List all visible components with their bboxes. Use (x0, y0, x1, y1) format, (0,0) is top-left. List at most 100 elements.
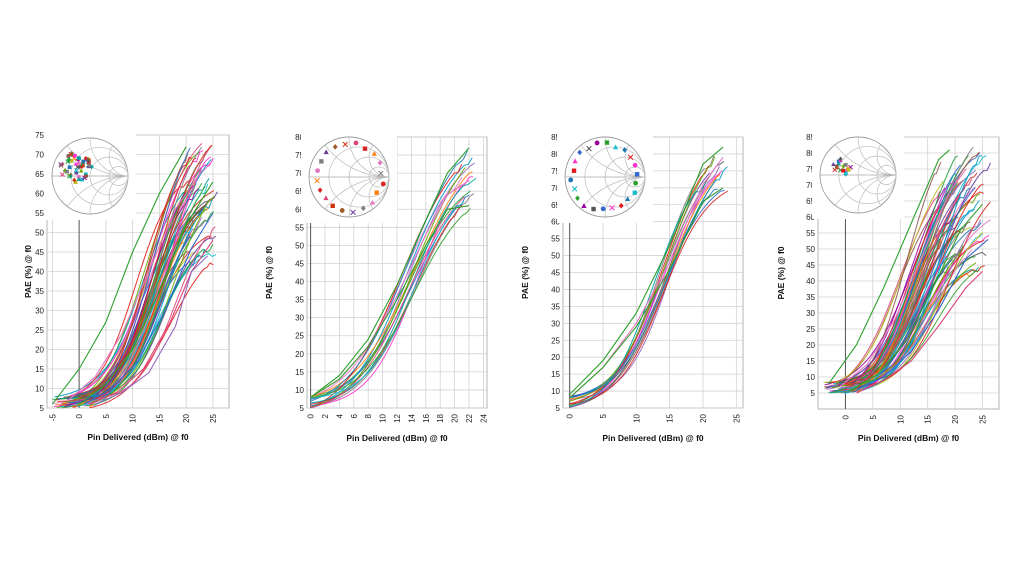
y-tick-label: 10 (806, 373, 815, 382)
smith-reactance-arc (876, 174, 896, 213)
y-tick-label: 45 (806, 261, 815, 270)
series-line (856, 238, 989, 391)
load-point-marker (323, 149, 329, 155)
load-point-marker (571, 168, 577, 173)
load-point-marker (319, 159, 324, 164)
y-tick-label: 65 (35, 170, 44, 179)
series-line (81, 250, 188, 397)
load-point-marker (622, 147, 628, 153)
load-point-marker (83, 156, 88, 161)
y-tick-label: 55 (35, 209, 44, 218)
y-tick-label: 55 (295, 223, 304, 232)
y-tick-label: 80 (806, 149, 815, 158)
x-tick-label: 5 (869, 414, 878, 419)
x-tick-label: 20 (951, 414, 960, 423)
y-tick-label: 55 (806, 229, 815, 238)
y-tick-label: 85 (806, 133, 815, 142)
load-point-marker (633, 180, 638, 186)
x-axis-label: Pin Delivered (dBm) @ f0 (346, 433, 448, 443)
y-tick-label: 55 (551, 235, 560, 244)
load-point-marker (77, 163, 82, 169)
load-point-marker (59, 172, 65, 177)
series-line (843, 181, 959, 385)
series-line (858, 251, 961, 386)
y-tick-label: 15 (551, 370, 560, 379)
y-tick-label: 30 (806, 309, 815, 318)
y-tick-label: 50 (295, 241, 304, 250)
y-axis-label: PAE (%) @ f0 (264, 246, 274, 299)
x-tick-label: 22 (465, 413, 474, 422)
y-tick-label: 20 (806, 341, 815, 350)
load-point-marker (73, 161, 79, 166)
x-tick-label: 4 (335, 413, 344, 418)
smith-reactance-arc (368, 137, 389, 178)
load-point-marker (838, 156, 843, 162)
series-line (310, 207, 471, 399)
x-tick-label: 14 (407, 413, 416, 422)
smith-reactance-arc (108, 138, 128, 177)
y-tick-label: 80 (551, 150, 560, 159)
load-point-marker (342, 141, 349, 148)
series-line (86, 244, 214, 407)
y-tick-label: 75 (35, 131, 44, 140)
load-point-marker (58, 161, 64, 167)
x-tick-label: 6 (350, 413, 359, 418)
series-group (51, 142, 218, 409)
series-line (89, 262, 214, 409)
y-tick-label: 45 (35, 248, 44, 257)
load-point-marker (374, 190, 379, 195)
load-point-marker (369, 199, 376, 205)
load-point-marker (330, 203, 335, 209)
y-tick-label: 5 (811, 389, 816, 398)
y-tick-label: 15 (295, 368, 304, 377)
series-line (310, 200, 465, 399)
series-line (855, 249, 973, 383)
x-tick-label: 15 (924, 414, 933, 423)
y-tick-label: 30 (35, 307, 44, 316)
series-line (310, 147, 470, 398)
series-line (310, 205, 470, 398)
series-line (92, 248, 208, 398)
series-line (848, 230, 961, 386)
y-tick-label: 5 (300, 404, 305, 413)
series-line (854, 155, 959, 389)
y-tick-label: 15 (806, 357, 815, 366)
y-axis-label: PAE (%) @ f0 (23, 245, 33, 298)
x-axis-label: Pin Delivered (dBm) @ f0 (858, 433, 960, 443)
series-line (569, 165, 720, 401)
load-point-marker (80, 177, 84, 182)
y-tick-label: 20 (295, 350, 304, 359)
x-tick-label: 20 (451, 413, 460, 422)
series-line (850, 203, 983, 391)
y-axis-label: PAE (%) @ f0 (776, 246, 786, 299)
smith-chart-inset (557, 131, 653, 223)
y-tick-label: 35 (295, 296, 304, 305)
series-line (78, 181, 214, 405)
load-point-marker (73, 180, 78, 185)
load-point-marker (572, 158, 578, 164)
load-point-marker (66, 157, 71, 162)
y-tick-label: 85 (551, 133, 560, 142)
x-tick-label: 0 (841, 414, 850, 419)
load-point-marker (632, 190, 638, 195)
load-point-marker (77, 156, 81, 161)
y-tick-label: 70 (295, 169, 304, 178)
load-point-marker (571, 186, 578, 192)
y-tick-label: 75 (295, 151, 304, 160)
load-point-marker (627, 154, 634, 161)
load-point-marker (581, 203, 587, 208)
series-line (569, 146, 724, 395)
smith-chart-inset (44, 132, 136, 220)
load-point-marker (315, 168, 320, 174)
chart-4: 5 10 15 20 25 30 35 40 45 50 55 60 65 70 75 80 85 0 5 10 15 2… (776, 131, 1000, 443)
x-tick-label: 10 (129, 413, 138, 422)
y-tick-label: 15 (35, 365, 44, 374)
load-point-marker (371, 150, 377, 156)
x-tick-label: 20 (699, 413, 708, 422)
y-tick-label: 50 (806, 245, 815, 254)
y-tick-label: 60 (806, 213, 815, 222)
series-line (310, 164, 463, 409)
load-point-marker (377, 160, 383, 166)
load-point-marker (86, 158, 91, 163)
